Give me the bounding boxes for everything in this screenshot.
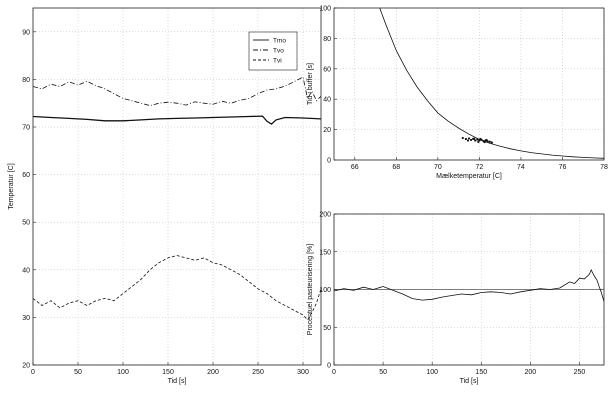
x-tick-label: 250 <box>574 369 586 376</box>
x-tick-label: 100 <box>426 369 438 376</box>
data-point <box>483 140 486 144</box>
data-point <box>477 140 480 144</box>
y-tick-label: 50 <box>22 220 30 227</box>
x-tick-label: 78 <box>600 164 608 171</box>
temperature-chart: 0 50 100 150 200 250 300 20 30 40 50 60 70 80 90 Tid [s… <box>8 7 322 385</box>
x-tick-label: 150 <box>475 369 487 376</box>
buffer-time-chart: 66 68 70 72 74 76 78 0 20 40 60 80 100 Mælketemperatu… <box>307 6 608 181</box>
y-tick-label: 90 <box>22 29 30 36</box>
x-axis-label: Tid [s] <box>460 378 479 385</box>
x-tick-label: 200 <box>207 369 219 376</box>
x-axis-label: Tid [s] <box>168 378 187 385</box>
x-tick-label: 250 <box>252 369 264 376</box>
legend-label-tmo: Tmo <box>273 37 286 44</box>
x-tick-label: 50 <box>379 369 387 376</box>
y-tick-label: 100 <box>319 6 331 13</box>
y-axis-label: Procentuel pasteurisering [%] <box>307 244 314 335</box>
y-tick-label: 0 <box>327 158 331 165</box>
x-tick-label: 300 <box>297 369 309 376</box>
y-tick-label: 40 <box>22 267 30 274</box>
y-tick-label: 100 <box>319 287 331 294</box>
y-tick-label: 30 <box>22 315 30 322</box>
x-axis-label: Mælketemperatur [C] <box>436 173 502 180</box>
x-tick-label: 76 <box>559 164 567 171</box>
data-point <box>479 137 482 141</box>
series-line-tmo <box>33 115 321 125</box>
y-tick-label: 50 <box>323 325 331 332</box>
x-tick-label: 74 <box>517 164 525 171</box>
y-tick-label: 40 <box>323 97 331 104</box>
x-tick-label: 200 <box>525 369 537 376</box>
legend-label-tvi: Tvi <box>273 57 282 64</box>
x-tick-label: 72 <box>475 164 483 171</box>
x-tick-label: 68 <box>392 164 400 171</box>
x-tick-label: 50 <box>74 369 82 376</box>
data-point <box>490 141 493 144</box>
data-point <box>476 138 479 141</box>
x-tick-label: 0 <box>332 369 336 376</box>
data-point <box>473 137 476 140</box>
data-point <box>469 138 473 142</box>
data-point <box>464 137 467 141</box>
data-point <box>461 136 464 140</box>
series-line-0 <box>379 8 604 159</box>
series-line-tvo <box>33 76 321 107</box>
x-tick-label: 100 <box>117 369 129 376</box>
data-point <box>485 138 488 142</box>
legend: Tmo Tvo Tvi <box>248 31 298 71</box>
data-point <box>488 140 491 143</box>
x-tick-label: 0 <box>31 369 35 376</box>
legend-box <box>248 31 298 71</box>
y-axis-label: Tid i buffer [s] <box>307 63 314 105</box>
pasteurization-chart: 0 50 100 150 200 250 0 50 100 150 200 Tid [s] Procen… <box>307 212 605 385</box>
y-tick-label: 60 <box>22 172 30 179</box>
series-line-tvi <box>33 255 321 321</box>
y-tick-label: 20 <box>22 363 30 370</box>
data-point <box>466 139 470 142</box>
plot-frame <box>333 7 605 161</box>
data-point <box>474 139 477 142</box>
data-point <box>467 137 471 140</box>
x-tick-label: 70 <box>434 164 442 171</box>
y-tick-label: 70 <box>22 125 30 132</box>
y-axis-label: Temperatur [C] <box>8 163 15 209</box>
series-line-0 <box>334 268 604 302</box>
y-tick-label: 150 <box>319 249 331 256</box>
y-tick-label: 80 <box>22 77 30 84</box>
x-tick-label: 150 <box>162 369 174 376</box>
legend-label-tvo: Tvo <box>273 47 284 54</box>
y-tick-label: 200 <box>319 212 331 219</box>
y-tick-label: 60 <box>323 66 331 73</box>
y-tick-label: 20 <box>323 127 331 134</box>
plot-frame <box>32 7 322 366</box>
y-tick-label: 80 <box>323 36 331 43</box>
x-tick-label: 66 <box>351 164 359 171</box>
y-tick-label: 0 <box>327 363 331 370</box>
